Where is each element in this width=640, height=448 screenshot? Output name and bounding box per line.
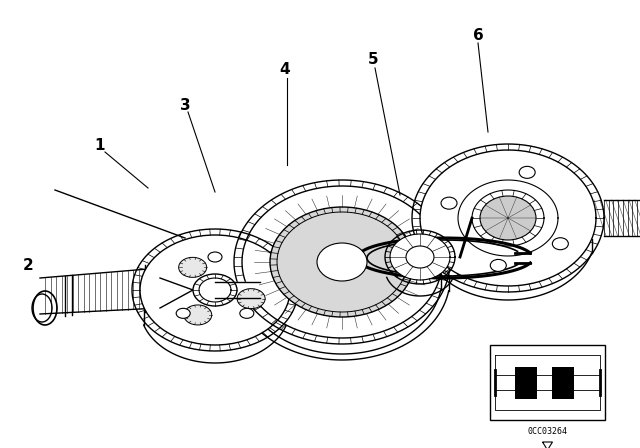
Text: 5: 5 (368, 52, 378, 68)
Bar (490, 345, 605, 420)
Ellipse shape (193, 274, 237, 306)
Ellipse shape (490, 259, 506, 271)
Ellipse shape (184, 305, 212, 325)
Ellipse shape (240, 308, 254, 319)
Text: 0CC03264: 0CC03264 (527, 427, 568, 436)
Ellipse shape (480, 196, 536, 240)
Ellipse shape (140, 235, 290, 345)
Ellipse shape (32, 294, 52, 322)
Text: 4: 4 (280, 63, 291, 78)
Text: 3: 3 (180, 98, 190, 112)
Ellipse shape (390, 234, 450, 280)
Ellipse shape (317, 243, 367, 281)
Bar (515, 367, 537, 399)
Ellipse shape (208, 252, 222, 262)
Text: 6: 6 (472, 27, 483, 43)
Ellipse shape (179, 257, 207, 277)
Text: 1: 1 (95, 138, 105, 154)
Ellipse shape (420, 150, 596, 286)
Bar (552, 367, 574, 399)
Ellipse shape (270, 207, 414, 317)
Text: 2: 2 (22, 258, 33, 272)
Ellipse shape (552, 238, 568, 250)
Ellipse shape (237, 289, 265, 309)
Ellipse shape (242, 186, 442, 338)
Ellipse shape (519, 166, 535, 178)
Ellipse shape (176, 308, 190, 319)
Ellipse shape (441, 197, 457, 209)
Ellipse shape (406, 246, 434, 268)
